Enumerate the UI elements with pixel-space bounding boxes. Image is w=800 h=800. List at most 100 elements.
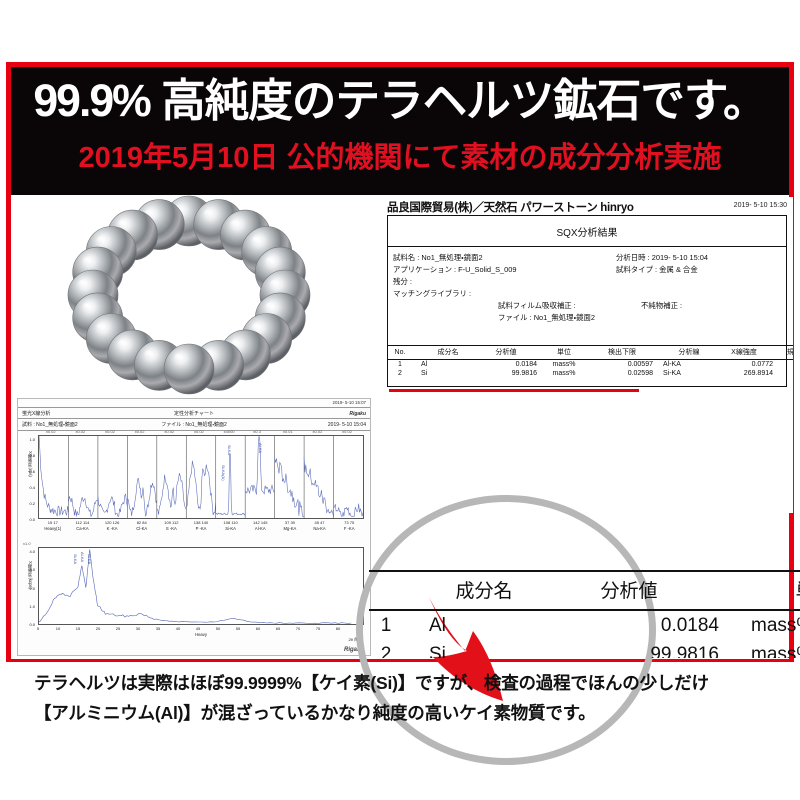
report-application: アプリケーション : F-U_Solid_S_009 bbox=[393, 265, 517, 274]
top-chart-xtick: 45 47 bbox=[314, 520, 325, 525]
bottom-chart-xtick: 85 bbox=[355, 626, 361, 631]
table-row: 1 Al 0.0184 mass% 0.00597 Al-KA 0.07720.0172 bbox=[387, 360, 793, 370]
bottom-chart-ytick: 1.0 bbox=[29, 603, 35, 609]
table-cell: 93.8470 bbox=[773, 369, 793, 378]
mth-component: 成分名 bbox=[403, 570, 539, 611]
top-chart-scale-tick: x0.02 bbox=[342, 429, 352, 434]
report-print-stamp: 2019- 5-10 15:30 bbox=[733, 202, 787, 209]
chart-sheet-sample: 試料 : No1_無処理・鏡面2 bbox=[22, 422, 78, 428]
top-chart-scale-tick: x0.02 bbox=[134, 429, 145, 434]
table-cell: 0.0184 bbox=[515, 361, 537, 368]
table-cell: 0.02598 bbox=[627, 370, 653, 377]
headline-percent: 99.9% bbox=[33, 75, 151, 126]
headline-text: 99.9% 高純度のテラヘルツ鉱石です。 bbox=[15, 69, 785, 133]
top-chart-ytick: 0.4 bbox=[29, 485, 35, 490]
table-row: 2 Si 99.9816 mass% bbox=[369, 640, 800, 658]
top-spectrum-svg bbox=[38, 435, 364, 518]
bottom-chart-xtick: 10 bbox=[55, 626, 61, 631]
bottom-chart-xlabel: Heavy bbox=[195, 632, 207, 637]
top-chart-element-label: Al-KA bbox=[254, 526, 266, 531]
top-chart-ytick: 0.8 bbox=[29, 453, 35, 458]
table-cell: 2 bbox=[398, 370, 402, 377]
report-result-thead: No. 成分名 分析値 単位 検出下限 分析線 X線強度 規格化前 bbox=[387, 345, 793, 360]
top-chart-element-label: Si-KA bbox=[225, 526, 236, 531]
bottom-chart-peak-label: Si-KA bbox=[73, 554, 78, 565]
top-chart-xtick: 142 145 bbox=[253, 520, 268, 525]
bottom-chart-ylabel: X線強度 (kcps) bbox=[28, 561, 33, 589]
top-chart-scale-tick: x0.02 bbox=[45, 429, 56, 434]
chart-sheet-datetime: 2019- 5-10 15:04 bbox=[327, 422, 366, 428]
chart-sheet-row-2: 試料 : No1_無処理・鏡面2 ファイル : No1_無処理・鏡面2 2019… bbox=[18, 419, 370, 431]
bottom-chart-xtick: 70 bbox=[295, 626, 301, 631]
magnified-result-table-wrap: 成分名 分析値 単 1 Al 0.0184 mass% 2 Si 99.9816 mass% bbox=[369, 570, 800, 658]
content-area: 2019- 5-10 15:07 蛍光X線分析 定性分析チャート Rigaku … bbox=[11, 195, 800, 765]
report-matching-library: マッチングライブラリ : bbox=[393, 289, 472, 298]
top-chart-xtick: 138 140 bbox=[193, 520, 209, 525]
top-spectrum-plot bbox=[38, 435, 364, 519]
table-cell: 1 bbox=[380, 615, 392, 636]
table-cell: mass% bbox=[552, 361, 576, 368]
top-chart-ytick: 1.0 bbox=[29, 437, 35, 442]
report-separator bbox=[388, 246, 786, 247]
bottom-chart-xtick: 80 bbox=[335, 626, 341, 631]
table-cell: mass% bbox=[552, 370, 576, 377]
report-sqx-title: SQX分析結果 bbox=[556, 228, 618, 239]
table-cell: mass% bbox=[751, 615, 800, 636]
top-chart-element-label: Na-KA bbox=[313, 526, 326, 531]
main-red-frame: 99.9% 高純度のテラヘルツ鉱石です。 2019年5月10日 公的機関にて素材… bbox=[6, 62, 800, 765]
top-chart-scale-tick: x0.01 bbox=[282, 429, 293, 434]
top-chart-xtick: 109 112 bbox=[164, 520, 179, 525]
table-cell: 0.00597 bbox=[627, 361, 653, 368]
bottom-spectrum-plot bbox=[38, 547, 364, 625]
top-chart-ytick: 0.2 bbox=[29, 501, 35, 506]
table-row: 2 Si 99.9816 mass% 0.02598 Si-KA 269.891493.84… bbox=[387, 369, 793, 378]
top-chart-element-label: Ca-KA bbox=[76, 526, 89, 531]
bottom-chart-xtick: 55 bbox=[235, 626, 241, 631]
report-impurity-correction: 不純物補正 : bbox=[641, 301, 683, 310]
chart-sheet-chart-title: 定性分析チャート bbox=[174, 411, 214, 417]
chart-sheet-method: 蛍光X線分析 bbox=[22, 411, 51, 417]
mth-no bbox=[369, 570, 403, 611]
report-analysis-datetime: 分析日時 : 2019- 5-10 15:04 bbox=[616, 253, 709, 262]
magnified-result-table: 成分名 分析値 単 1 Al 0.0184 mass% 2 Si 99.9816 mass% bbox=[369, 570, 800, 658]
th-no: No. bbox=[387, 345, 413, 360]
top-chart-element-label: Cl-KA bbox=[136, 526, 148, 531]
th-value: 分析値 bbox=[475, 345, 537, 360]
table-cell: Si-KA bbox=[663, 370, 681, 377]
top-chart-element-label: S -KA bbox=[165, 526, 177, 531]
mth-value: 分析値 bbox=[539, 570, 733, 611]
headline-banner: 99.9% 高純度のテラヘルツ鉱石です。 2019年5月10日 公的機関にて素材… bbox=[11, 67, 789, 195]
bottom-chart-ytick: 3.0 bbox=[29, 567, 35, 573]
top-chart-scale-tick: x0.02 bbox=[164, 429, 175, 434]
th-unit: 単位 bbox=[537, 345, 591, 360]
bottom-chart-xtick: 50 bbox=[215, 626, 221, 631]
bracelet-photo bbox=[11, 195, 377, 397]
top-chart-element-label: K -KA bbox=[106, 526, 118, 531]
table-cell: 269.8914 bbox=[743, 370, 773, 377]
top-chart-xtick: 82 84 bbox=[136, 520, 147, 525]
top-chart-element-label: F -KA bbox=[343, 526, 355, 531]
top-chart-element-label: P -KA bbox=[195, 526, 207, 531]
headline-rest: 高純度のテラヘルツ鉱石です。 bbox=[149, 75, 767, 126]
th-normalized: 規格化前 bbox=[773, 345, 793, 360]
table-cell: 0.0772 bbox=[751, 361, 773, 368]
report-file: ファイル : No1_無処理・鏡面2 bbox=[498, 313, 595, 322]
top-chart-scale-tick: x0.3 bbox=[253, 429, 261, 434]
bottom-chart-ytick: 0.0 bbox=[29, 622, 35, 627]
bottom-chart-xtick: 45 bbox=[195, 626, 201, 631]
table-cell: 0.0184 bbox=[660, 615, 719, 636]
table-cell: 1 bbox=[398, 361, 402, 368]
bottom-chart-ytick: 4.0 bbox=[29, 549, 35, 554]
top-chart-ytick: 0.0 bbox=[29, 517, 35, 522]
bottom-chart-xtick: 15 bbox=[75, 626, 81, 631]
th-intensity: X線強度 bbox=[715, 345, 773, 360]
top-chart-xtick: 112 114 bbox=[75, 520, 90, 525]
top-chart-scale-tick: x0.02 bbox=[312, 429, 323, 434]
table-cell: 99.9816 bbox=[511, 370, 537, 377]
report-sample-type: 試料タイプ : 金属 & 合金 bbox=[616, 265, 698, 274]
bottom-chart-xtick: 75 bbox=[315, 626, 321, 631]
top-chart-ylabel: X線強度 (cps) bbox=[28, 451, 33, 477]
mth-unit: 単 bbox=[733, 570, 800, 611]
th-lod: 検出下限 bbox=[591, 345, 653, 360]
bottom-chart-xtick: 65 bbox=[275, 626, 281, 631]
